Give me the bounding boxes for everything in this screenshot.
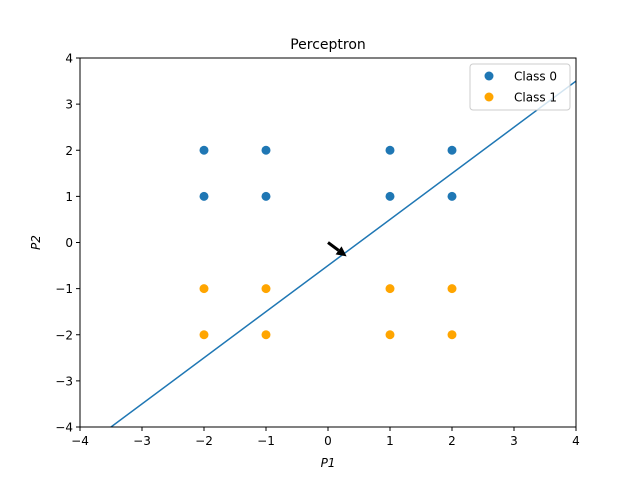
weight-arrow-shaft: [327, 241, 340, 252]
scatter-point: [385, 284, 395, 294]
scatter-point: [261, 191, 271, 201]
y-tick-label: −1: [55, 282, 73, 296]
legend: Class 0 Class 1: [469, 63, 571, 111]
y-tick-label: −2: [55, 328, 73, 342]
scatter-point: [199, 145, 209, 155]
series-class-0: [199, 145, 457, 201]
data-marks: [110, 80, 576, 427]
x-tick-label: 0: [324, 434, 332, 448]
scatter-point: [199, 191, 209, 201]
x-tick-label: 1: [386, 434, 394, 448]
scatter-point: [385, 191, 395, 201]
y-tick-label: 3: [65, 98, 73, 112]
weight-arrow-head: [335, 246, 347, 257]
x-tick-label: −1: [257, 434, 275, 448]
scatter-point: [199, 284, 209, 294]
legend-marker: [484, 71, 494, 81]
legend-label: Class 1: [514, 91, 557, 105]
y-tick-label: 4: [65, 52, 73, 66]
y-tick-label: −3: [55, 374, 73, 388]
x-tick-label: 4: [572, 434, 580, 448]
scatter-point: [261, 145, 271, 155]
x-tick-label: 3: [510, 434, 518, 448]
x-tick-label: −3: [133, 434, 151, 448]
legend-label: Class 0: [514, 70, 557, 84]
legend-box: [469, 63, 571, 111]
x-tick-label: −2: [195, 434, 213, 448]
scatter-point: [447, 145, 457, 155]
y-tick-label: 2: [65, 144, 73, 158]
scatter-point: [447, 191, 457, 201]
scatter-point: [385, 145, 395, 155]
y-tick-label: 1: [65, 190, 73, 204]
x-axis-ticks: −4 −3 −2 −1 0 1 2 3 4: [71, 427, 580, 448]
y-tick-label: −4: [55, 421, 73, 435]
plot-area: [79, 57, 577, 428]
clipped-marks: [110, 80, 576, 427]
x-axis-label: P1: [321, 456, 336, 470]
y-axis-ticks: −4 −3 −2 −1 0 1 2 3 4: [55, 52, 80, 435]
y-tick-label: 0: [65, 236, 73, 250]
scatter-point: [199, 330, 209, 340]
x-tick-label: 2: [448, 434, 456, 448]
scatter-point: [447, 330, 457, 340]
scatter-point: [385, 330, 395, 340]
legend-marker: [484, 92, 494, 102]
scatter-point: [447, 284, 457, 294]
scatter-point: [261, 330, 271, 340]
x-tick-label: −4: [71, 434, 89, 448]
y-axis-label: P2: [29, 235, 43, 250]
series-class-1: [199, 284, 457, 340]
scatter-point: [261, 284, 271, 294]
chart-title: Perceptron: [290, 37, 366, 53]
